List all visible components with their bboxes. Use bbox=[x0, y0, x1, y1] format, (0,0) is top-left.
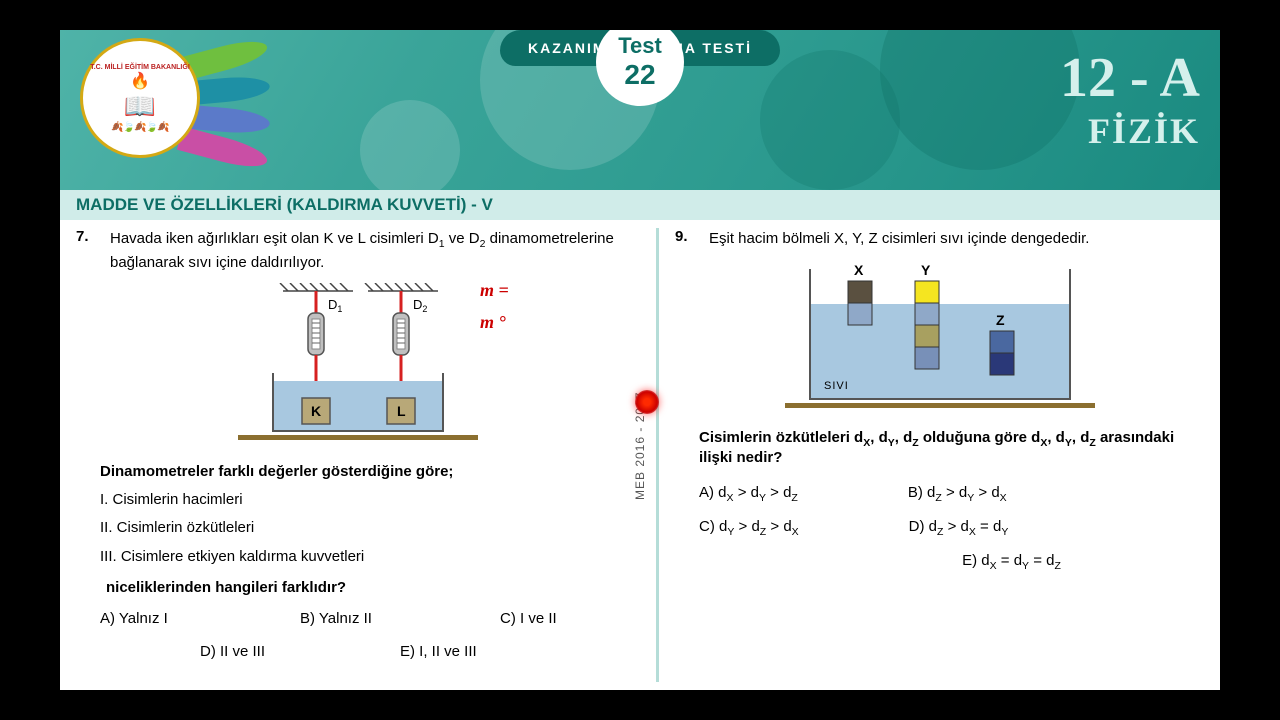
logo-text: T.C. MİLLİ EĞİTİM BAKANLIĞI bbox=[90, 64, 190, 71]
q7-number: 7. bbox=[76, 228, 100, 273]
test-number: 22 bbox=[624, 59, 655, 91]
y-label: Y bbox=[921, 262, 931, 278]
q9: 9. Eşit hacim bölmeli X, Y, Z cisimleri … bbox=[675, 228, 1204, 249]
header-banner: T.C. MİLLİ EĞİTİM BAKANLIĞI 🔥 📖 🍂🍃🍂🍃🍂 KA… bbox=[60, 30, 1220, 190]
z-label: Z bbox=[996, 312, 1005, 328]
block-k-label: K bbox=[311, 403, 321, 419]
d2-label: D2 bbox=[413, 297, 427, 314]
topic-bar: MADDE VE ÖZELLİKLERİ (KALDIRMA KUVVETİ) … bbox=[60, 190, 1220, 220]
q9-optD: D) dZ > dX = dY bbox=[909, 510, 1009, 544]
logo-area: T.C. MİLLİ EĞİTİM BAKANLIĞI 🔥 📖 🍂🍃🍂🍃🍂 bbox=[80, 38, 280, 158]
flame-icon: 🔥 bbox=[130, 71, 150, 91]
q9-diagram: X Y Z SIVI bbox=[780, 259, 1100, 419]
q7-optA: A) Yalnız I bbox=[100, 602, 240, 635]
q7-s3: III. Cisimlere etkiyen kaldırma kuvvetle… bbox=[100, 543, 640, 572]
handwritten-note-1: m = bbox=[480, 280, 509, 301]
q7-figure: D1 D2 K L bbox=[76, 283, 640, 453]
q9-optE: E) dX = dY = dZ bbox=[962, 552, 1061, 569]
test-badge: KAZANIM KAVRAMA TESTİ Test 22 bbox=[500, 30, 780, 106]
q7-options: A) Yalnız I B) Yalnız II C) I ve II D) I… bbox=[100, 602, 640, 668]
q9-options: A) dX > dY > dZ B) dZ > dY > dX C) dY > … bbox=[699, 476, 1204, 578]
worksheet-page: T.C. MİLLİ EĞİTİM BAKANLIĞI 🔥 📖 🍂🍃🍂🍃🍂 KA… bbox=[60, 30, 1220, 690]
q9-optA: A) dX > dY > dZ bbox=[699, 476, 798, 510]
q7-s2: II. Cisimlerin özkütleleri bbox=[100, 514, 640, 543]
q9-figure: X Y Z SIVI bbox=[675, 259, 1204, 419]
q7-statements: I. Cisimlerin hacimleri II. Cisimlerin ö… bbox=[100, 486, 640, 572]
q9-text: Eşit hacim bölmeli X, Y, Z cisimleri sıv… bbox=[709, 228, 1204, 249]
wreath-icon: 🍂🍃🍂🍃🍂 bbox=[111, 122, 168, 133]
q9-prompt: Cisimlerin özkütleleri dX, dY, dZ olduğu… bbox=[699, 429, 1204, 466]
subject-text: FİZİK bbox=[1060, 110, 1200, 152]
block-l-label: L bbox=[397, 403, 406, 419]
q7-prompt2: niceliklerinden hangileri farklıdır? bbox=[106, 579, 640, 596]
q7-optC: C) I ve II bbox=[500, 602, 640, 635]
q7-text: Havada iken ağırlıkları eşit olan K ve L… bbox=[110, 228, 640, 273]
sivi-label: SIVI bbox=[824, 380, 849, 392]
q7-diagram: D1 D2 K L bbox=[228, 283, 488, 453]
q7-optD: D) II ve III bbox=[200, 635, 340, 668]
q7-s1: I. Cisimlerin hacimleri bbox=[100, 486, 640, 515]
d1-label: D1 bbox=[328, 297, 342, 314]
laser-pointer-icon bbox=[635, 390, 659, 414]
column-right: 9. Eşit hacim bölmeli X, Y, Z cisimleri … bbox=[659, 220, 1220, 690]
test-label: Test bbox=[618, 33, 662, 59]
q7-optB: B) Yalnız II bbox=[300, 602, 440, 635]
grade-box: 12 - A FİZİK bbox=[1060, 50, 1200, 152]
column-left: 7. Havada iken ağırlıkları eşit olan K v… bbox=[60, 220, 656, 690]
q7-optE: E) I, II ve III bbox=[400, 635, 540, 668]
book-icon: 📖 bbox=[124, 91, 156, 122]
x-label: X bbox=[854, 262, 864, 278]
meb-logo: T.C. MİLLİ EĞİTİM BAKANLIĞI 🔥 📖 🍂🍃🍂🍃🍂 bbox=[80, 38, 200, 158]
q9-number: 9. bbox=[675, 228, 699, 249]
grade-text: 12 - A bbox=[1060, 50, 1200, 106]
handwritten-note-2: m ° bbox=[480, 312, 506, 333]
q7: 7. Havada iken ağırlıkları eşit olan K v… bbox=[76, 228, 640, 273]
q7-prompt: Dinamometreler farklı değerler gösterdiğ… bbox=[100, 463, 640, 480]
q9-optC: C) dY > dZ > dX bbox=[699, 510, 799, 544]
q9-optB: B) dZ > dY > dX bbox=[908, 476, 1007, 510]
test-circle: Test 22 bbox=[596, 30, 684, 106]
